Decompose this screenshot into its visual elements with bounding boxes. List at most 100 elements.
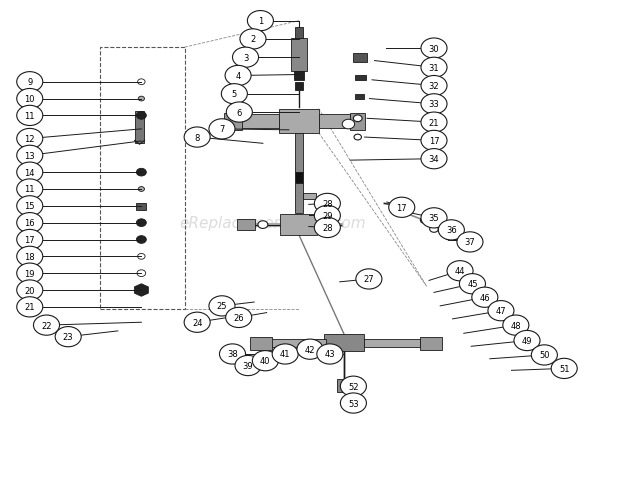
Text: 20: 20 xyxy=(25,286,35,295)
Text: 19: 19 xyxy=(25,269,35,278)
Circle shape xyxy=(137,270,146,277)
Circle shape xyxy=(17,264,43,284)
Circle shape xyxy=(421,131,447,151)
Circle shape xyxy=(33,315,60,336)
Circle shape xyxy=(342,120,355,130)
Circle shape xyxy=(136,236,146,244)
Bar xyxy=(294,83,303,91)
Text: 43: 43 xyxy=(324,350,335,359)
Circle shape xyxy=(17,247,43,267)
Bar xyxy=(280,215,317,235)
Circle shape xyxy=(136,169,146,177)
Bar xyxy=(250,337,272,350)
Circle shape xyxy=(420,218,428,224)
Circle shape xyxy=(252,351,278,371)
Text: 53: 53 xyxy=(348,399,359,408)
Circle shape xyxy=(138,80,145,85)
Text: 14: 14 xyxy=(25,168,35,177)
Bar xyxy=(319,115,350,129)
Bar xyxy=(364,339,420,348)
Bar xyxy=(353,54,367,62)
Bar xyxy=(279,109,319,133)
Text: 22: 22 xyxy=(42,321,51,330)
Circle shape xyxy=(551,359,577,379)
Circle shape xyxy=(17,180,43,200)
Bar xyxy=(448,234,466,241)
Circle shape xyxy=(531,345,557,365)
Circle shape xyxy=(314,218,340,238)
Circle shape xyxy=(17,280,43,300)
Circle shape xyxy=(240,30,266,50)
Circle shape xyxy=(226,308,252,328)
Text: 39: 39 xyxy=(242,361,254,370)
Bar xyxy=(136,204,146,210)
Circle shape xyxy=(430,226,438,233)
Circle shape xyxy=(219,344,246,364)
Bar xyxy=(224,114,242,131)
Text: 2: 2 xyxy=(250,36,255,44)
Circle shape xyxy=(17,297,43,317)
Circle shape xyxy=(17,213,43,233)
Text: 50: 50 xyxy=(539,351,549,360)
Circle shape xyxy=(138,97,144,102)
Text: 35: 35 xyxy=(428,214,440,223)
Circle shape xyxy=(232,48,259,68)
Text: 11: 11 xyxy=(25,112,35,120)
Circle shape xyxy=(221,84,247,105)
Circle shape xyxy=(55,327,81,347)
Circle shape xyxy=(17,129,43,149)
Bar xyxy=(294,173,303,183)
Circle shape xyxy=(226,103,252,123)
Text: 29: 29 xyxy=(322,212,332,220)
Text: 31: 31 xyxy=(428,64,440,72)
Bar xyxy=(291,39,307,72)
Circle shape xyxy=(447,261,473,281)
Circle shape xyxy=(17,230,43,250)
Bar xyxy=(295,28,303,39)
Circle shape xyxy=(184,128,210,148)
Circle shape xyxy=(421,113,447,133)
Circle shape xyxy=(184,312,210,333)
Text: 33: 33 xyxy=(428,100,440,109)
Text: 9: 9 xyxy=(27,78,32,87)
Text: 25: 25 xyxy=(217,302,227,311)
Text: 10: 10 xyxy=(25,95,35,104)
Circle shape xyxy=(317,344,343,364)
Text: 38: 38 xyxy=(227,350,238,359)
Circle shape xyxy=(258,221,268,229)
Circle shape xyxy=(421,58,447,78)
Circle shape xyxy=(136,112,146,120)
Circle shape xyxy=(421,76,447,96)
Text: 27: 27 xyxy=(363,275,374,284)
Text: 42: 42 xyxy=(305,345,315,354)
Circle shape xyxy=(297,339,323,360)
Bar xyxy=(355,95,364,99)
Bar xyxy=(303,194,316,200)
Bar xyxy=(294,72,304,81)
Text: 40: 40 xyxy=(260,357,270,365)
Text: 28: 28 xyxy=(322,200,333,208)
Text: 17: 17 xyxy=(396,204,407,212)
Text: 16: 16 xyxy=(24,219,35,228)
Circle shape xyxy=(457,232,483,252)
Circle shape xyxy=(421,149,447,169)
Text: 3: 3 xyxy=(243,54,248,62)
Text: 36: 36 xyxy=(446,226,457,235)
Text: 13: 13 xyxy=(24,152,35,160)
Text: 51: 51 xyxy=(559,364,569,373)
Text: eReplacementParts.com: eReplacementParts.com xyxy=(179,216,366,231)
Text: 45: 45 xyxy=(467,280,477,288)
Text: 21: 21 xyxy=(25,303,35,312)
Circle shape xyxy=(421,39,447,59)
Circle shape xyxy=(340,393,366,413)
Bar xyxy=(240,115,279,129)
Bar xyxy=(135,111,144,144)
Text: 11: 11 xyxy=(25,185,35,194)
Bar xyxy=(100,48,185,310)
Text: 37: 37 xyxy=(464,238,476,247)
Text: 21: 21 xyxy=(429,119,439,127)
Text: 28: 28 xyxy=(322,224,333,232)
Circle shape xyxy=(389,198,415,218)
Circle shape xyxy=(138,187,144,192)
Circle shape xyxy=(17,106,43,126)
